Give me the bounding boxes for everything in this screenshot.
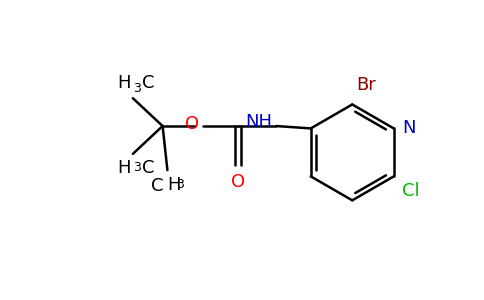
Text: Br: Br <box>356 76 376 94</box>
Text: 3: 3 <box>177 178 184 191</box>
Text: N: N <box>402 119 416 137</box>
Text: NH: NH <box>245 113 272 131</box>
Text: Cl: Cl <box>402 182 420 200</box>
Text: 3: 3 <box>134 161 141 174</box>
Text: H: H <box>167 176 181 194</box>
Text: C: C <box>151 177 164 195</box>
Text: O: O <box>185 115 199 133</box>
Text: O: O <box>231 173 245 191</box>
Text: H: H <box>117 74 131 92</box>
Text: C: C <box>142 159 154 177</box>
Text: 3: 3 <box>134 82 141 95</box>
Text: C: C <box>142 74 154 92</box>
Text: H: H <box>117 159 131 177</box>
